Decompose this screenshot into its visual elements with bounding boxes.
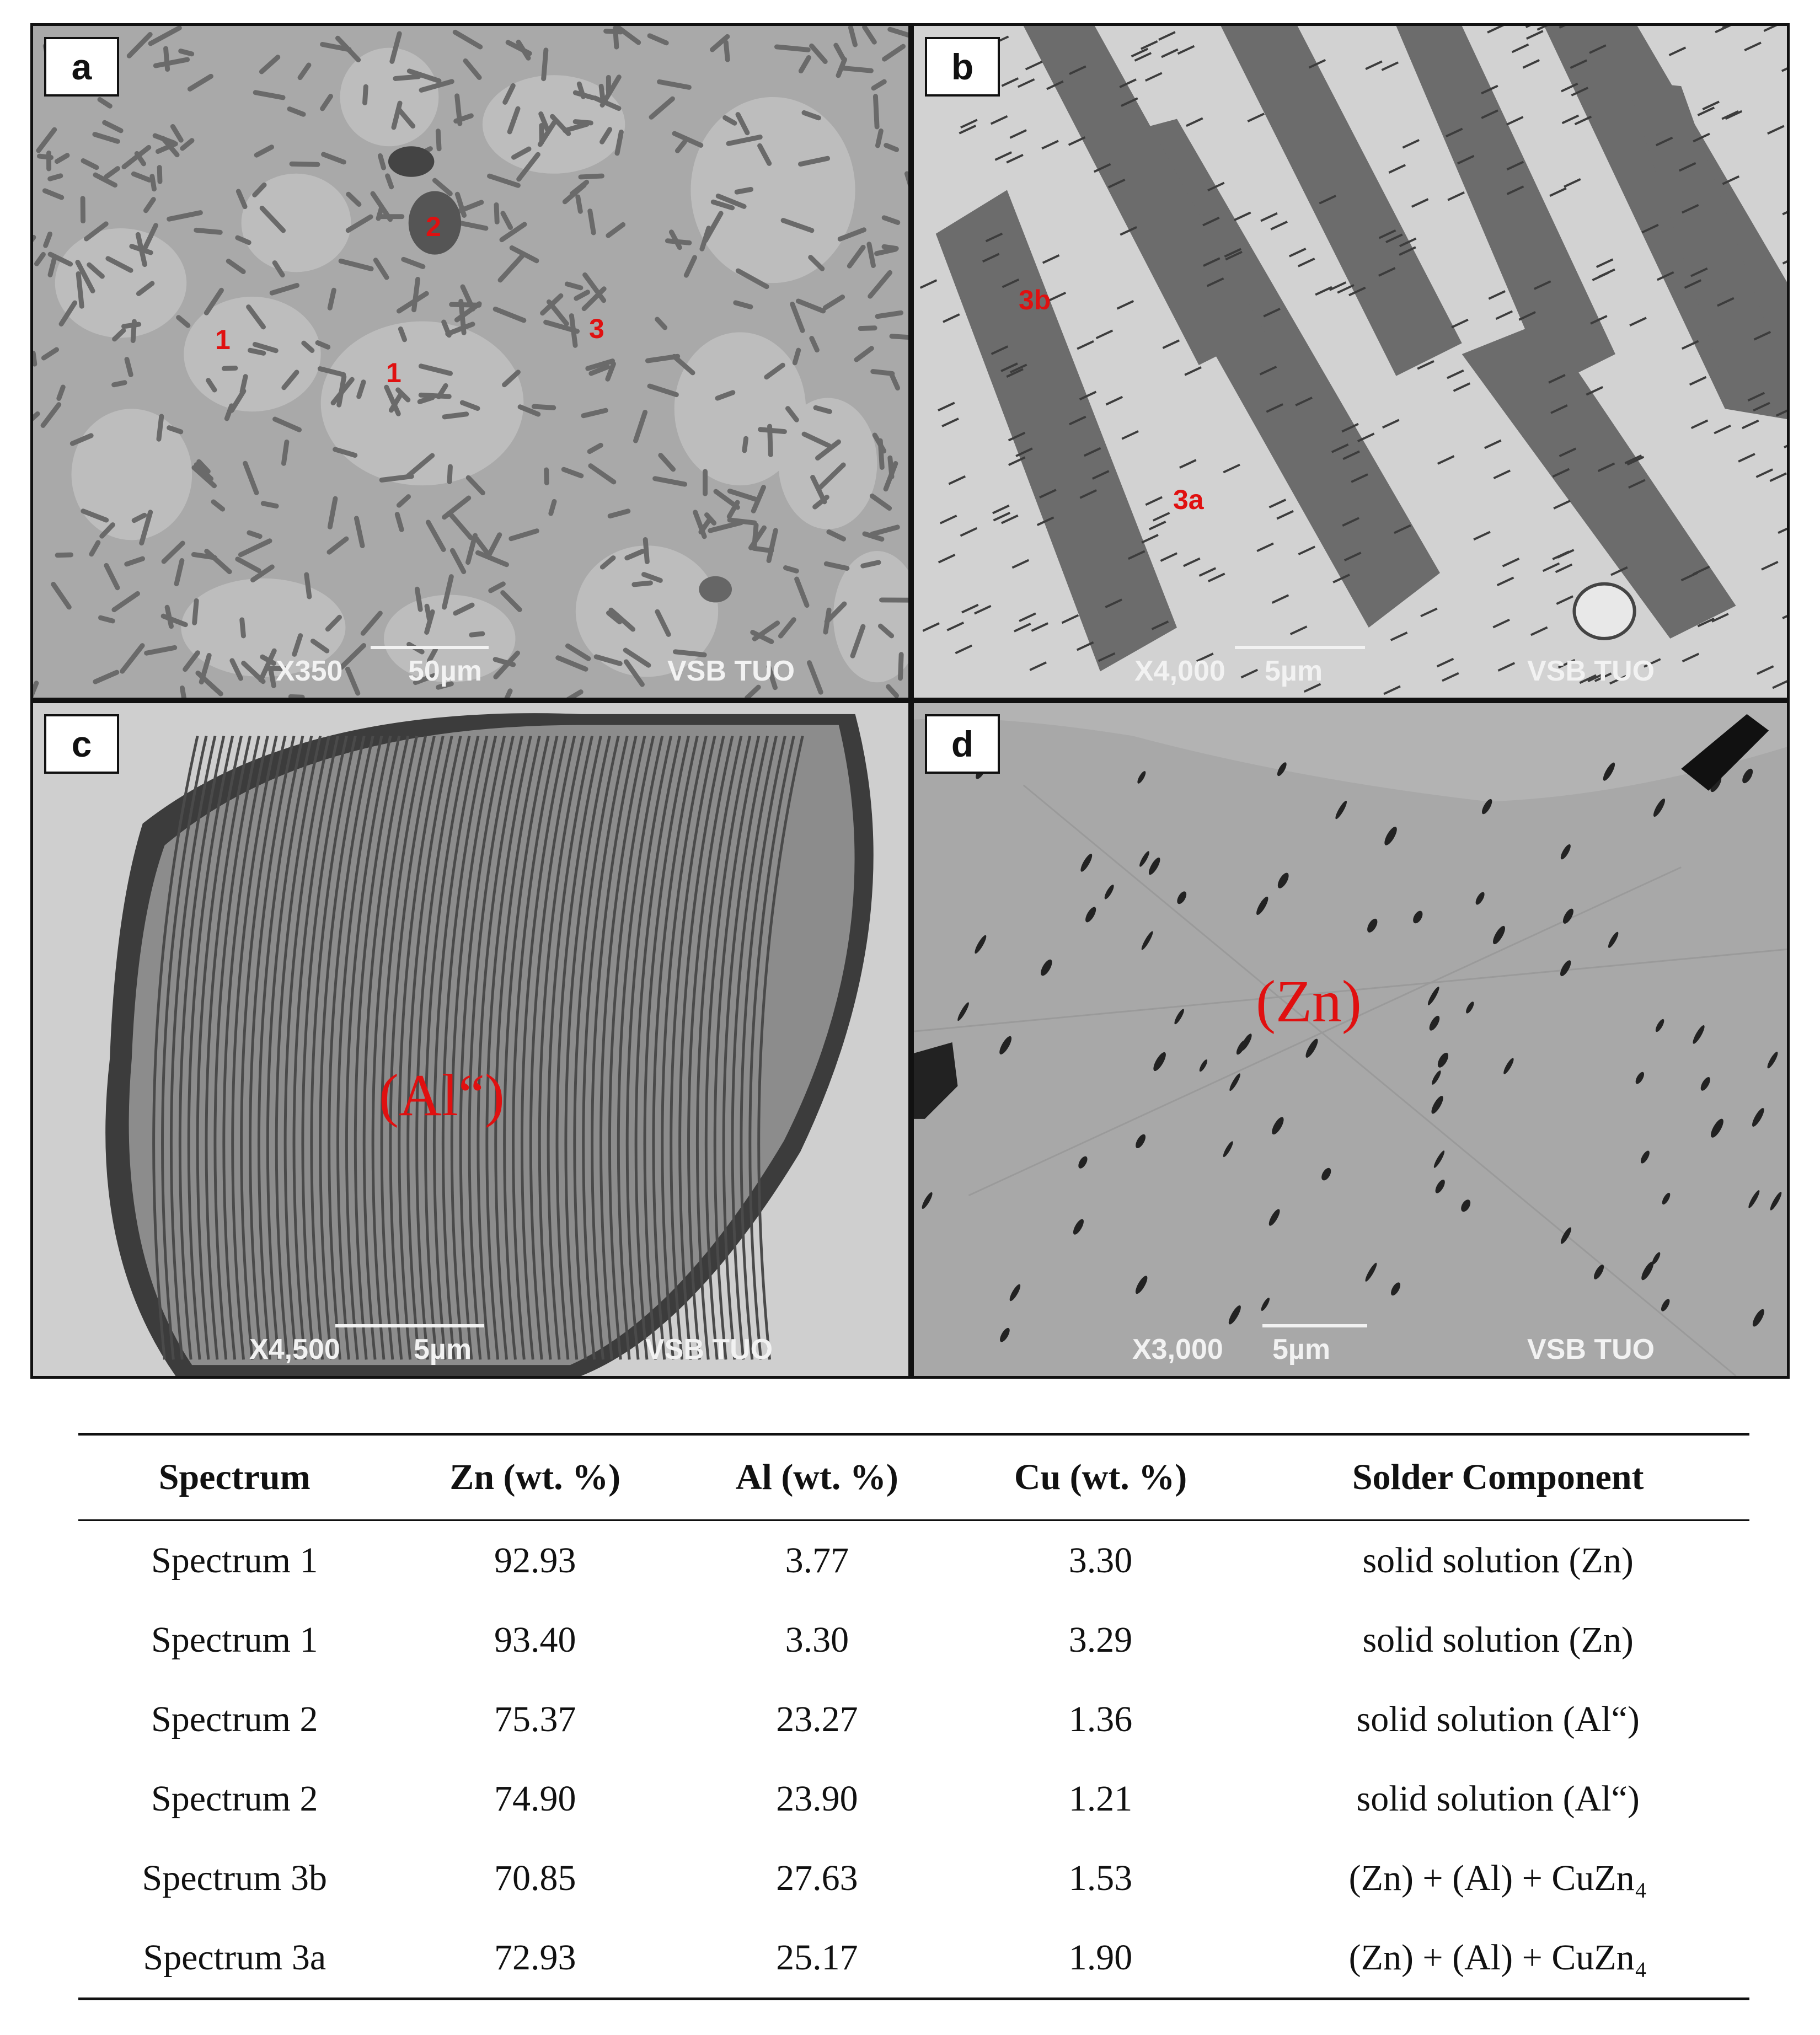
header-zn: Zn (wt. %) [390,1433,679,1521]
cell-al: 3.77 [785,1540,849,1581]
phase-label-al: (Al“) [379,1063,505,1128]
table-row: Spectrum 1 92.93 3.77 3.30 solid solutio… [78,1520,1749,1601]
magnification-a: X350 [276,655,343,687]
cell-component: solid solution (Zn) [1362,1620,1634,1660]
micrograph-panel-b: b 3b 3a X4,000 5µm VSB TUO [911,23,1790,700]
cell-zn: 92.93 [494,1540,576,1581]
table-row: Spectrum 1 93.40 3.30 3.29 solid solutio… [78,1600,1749,1680]
scale-bar-d [1262,1324,1367,1327]
cell-al: 23.90 [776,1779,858,1819]
cell-component: solid solution (Al“) [1356,1779,1640,1819]
magnification-c: X4,500 [249,1334,340,1365]
credit-b: VSB TUO [1527,655,1655,687]
cell-cu: 3.29 [1068,1620,1133,1660]
cell-zn: 70.85 [494,1858,576,1898]
micrograph-panel-a: a 1 1 2 3 X350 50µm VSB TUO [30,23,911,700]
cell-spectrum: Spectrum 1 [151,1620,318,1660]
credit-a: VSB TUO [667,655,795,687]
cell-cu: 1.21 [1068,1779,1133,1819]
header-al: Al (wt. %) [679,1433,955,1521]
cell-spectrum: Spectrum 3a [78,1918,391,2000]
cell-cu: 1.90 [954,1918,1247,2000]
cell-al: 3.30 [785,1620,849,1660]
composition-table: Spectrum Zn (wt. %) Al (wt. %) Cu (wt. %… [78,1433,1749,2000]
panel-label-b: b [925,37,1000,97]
header-cu: Cu (wt. %) [954,1433,1247,1521]
marker-2: 2 [426,211,441,242]
sem-image-d [914,703,1787,1376]
sem-image-b [914,26,1787,698]
table-row: Spectrum 2 74.90 23.90 1.21 solid soluti… [78,1759,1749,1839]
cell-zn: 72.93 [390,1918,679,2000]
sem-image-a [33,26,908,698]
credit-c: VSB TUO [645,1334,773,1365]
marker-3: 3 [589,313,604,344]
cell-component: solid solution (Al“) [1356,1699,1640,1739]
cell-al: 23.27 [776,1699,858,1739]
scale-label-d: 5µm [1272,1334,1331,1365]
cell-spectrum: Spectrum 1 [151,1540,318,1581]
phase-label-zn: (Zn) [1256,969,1362,1035]
scale-label-b: 5µm [1265,655,1323,687]
marker-1-center: 1 [386,357,402,388]
cell-spectrum: Spectrum 2 [151,1699,318,1739]
micrograph-panel-d: d (Zn) X3,000 5µm VSB TUO [911,700,1790,1379]
cell-zn: 75.37 [494,1699,576,1739]
marker-3b: 3b [1019,285,1051,315]
panel-label-d: d [925,714,1000,774]
magnification-b: X4,000 [1134,655,1225,687]
table-row: Spectrum 3a 72.93 25.17 1.90 (Zn) + (Al)… [78,1918,1749,2000]
cell-component: solid solution (Zn) [1362,1540,1634,1581]
cell-al: 27.63 [776,1858,858,1898]
marker-1-left: 1 [215,324,231,355]
table-header-row: Spectrum Zn (wt. %) Al (wt. %) Cu (wt. %… [78,1433,1749,1521]
cell-zn: 74.90 [494,1779,576,1819]
cell-cu: 1.53 [1068,1858,1133,1898]
micrograph-panel-c: c (Al“) X4,500 5µm VSB TUO [30,700,911,1379]
cell-spectrum: Spectrum 2 [151,1779,318,1819]
magnification-d: X3,000 [1132,1334,1223,1365]
table-row: Spectrum 3b 70.85 27.63 1.53 (Zn) + (Al)… [78,1839,1749,1918]
scale-bar-c [335,1324,484,1327]
scale-label-a: 50µm [408,655,483,687]
cell-cu: 3.30 [1068,1540,1133,1581]
scale-bar-b [1235,646,1365,649]
cell-spectrum: Spectrum 3b [142,1858,327,1898]
table-row: Spectrum 2 75.37 23.27 1.36 solid soluti… [78,1680,1749,1759]
cell-cu: 1.36 [1068,1699,1133,1739]
marker-3a: 3a [1173,484,1204,515]
header-spectrum: Spectrum [78,1433,391,1521]
panel-label-a: a [44,37,119,97]
sem-image-c [33,703,908,1376]
cell-component: (Zn) + (Al) + CuZn₄ [1348,1858,1647,1898]
cell-zn: 93.40 [494,1620,576,1660]
scale-label-c: 5µm [414,1334,472,1365]
credit-d: VSB TUO [1527,1334,1655,1365]
cell-component: (Zn) + (Al) + CuZn₄ [1246,1918,1749,2000]
scale-bar-a [371,646,489,649]
panel-label-c: c [44,714,119,774]
cell-al: 25.17 [679,1918,955,2000]
header-component: Solder Component [1246,1433,1749,1521]
